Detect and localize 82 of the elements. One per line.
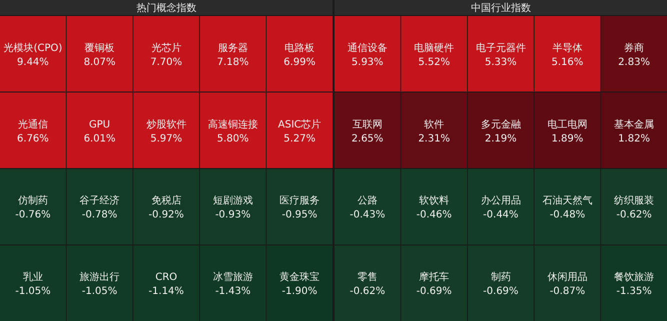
category-label: 黄金珠宝	[280, 271, 320, 284]
data-label: 5.97%	[150, 133, 182, 144]
data-label: -0.62%	[350, 286, 386, 298]
category-label: 软饮料	[419, 194, 450, 207]
category-label: 高速铜连接	[208, 118, 258, 130]
category-label: 石油天然气	[542, 194, 592, 207]
category-label: 制药	[490, 271, 511, 284]
category-label: ASIC芯片	[278, 118, 322, 130]
category-label: GPU	[89, 119, 110, 130]
category-label: 炒股软件	[146, 118, 186, 130]
data-label: 1.89%	[552, 133, 584, 144]
category-label: 互联网	[352, 118, 382, 130]
category-label: 光芯片	[151, 42, 182, 54]
data-label: 5.52%	[418, 56, 450, 68]
data-label: -0.44%	[483, 210, 518, 221]
data-label: -1.05%	[15, 286, 51, 298]
data-label: -1.90%	[282, 286, 318, 298]
data-label: -0.95%	[282, 210, 318, 221]
data-label: 8.07%	[84, 56, 116, 68]
data-label: 6.76%	[17, 133, 49, 144]
text: 中国行业指数	[470, 2, 531, 14]
data-label: 5.16%	[552, 56, 584, 68]
data-label: -0.46%	[416, 210, 452, 221]
data-label: -0.76%	[15, 210, 51, 221]
category-label: 餐饮旅游	[614, 271, 654, 284]
data-label: -0.43%	[350, 210, 386, 221]
category-label: 零售	[357, 271, 378, 284]
category-label: 多元金融	[480, 118, 521, 130]
data-label: 2.65%	[352, 133, 384, 144]
data-label: -1.35%	[616, 286, 652, 298]
data-label: 1.82%	[618, 133, 650, 144]
category-label: 摩托车	[419, 271, 450, 284]
category-label: 休闲用品	[547, 271, 588, 284]
category-label: 冰雪旅游	[212, 271, 253, 284]
data-label: 5.27%	[284, 133, 316, 144]
category-label: 短剧游戏	[212, 194, 253, 207]
category-label: 电工电网	[547, 118, 588, 130]
data-label: 5.93%	[352, 56, 384, 68]
category-label: 乳业	[22, 271, 43, 284]
category-label: 半导体	[552, 42, 582, 54]
data-label: 7.18%	[217, 56, 249, 68]
data-label: -0.69%	[416, 286, 452, 298]
category-label: 纺织服装	[614, 194, 654, 207]
data-label: 7.70%	[150, 56, 182, 68]
data-label: 2.31%	[418, 133, 450, 144]
category-label: CRO	[155, 272, 178, 284]
data-label: -0.93%	[215, 210, 251, 221]
data-label: -1.14%	[148, 286, 184, 298]
data-label: -0.62%	[616, 210, 652, 221]
data-label: 5.80%	[217, 133, 249, 144]
data-label: 5.33%	[484, 56, 517, 68]
data-label: 2.83%	[618, 56, 650, 68]
category-label: 旅游出行	[80, 271, 120, 284]
category-label: 服务器	[218, 42, 248, 54]
category-label: 券商	[624, 42, 644, 54]
data-label: -1.43%	[215, 286, 251, 298]
data-label: 6.99%	[284, 56, 316, 68]
category-label: 覆铜板	[84, 42, 115, 54]
data-label: 6.01%	[84, 133, 116, 144]
data-label: -0.69%	[483, 286, 518, 298]
category-label: 光模块(CPO)	[4, 42, 62, 54]
data-label: -0.48%	[550, 210, 586, 221]
text: 热门概念指数	[136, 2, 196, 14]
category-label: 软件	[424, 118, 444, 130]
category-label: 电路板	[284, 42, 315, 54]
category-label: 电脑硬件	[414, 42, 454, 54]
category-label: 光通信	[18, 118, 48, 130]
category-label: 医疗服务	[280, 194, 320, 207]
category-label: 基本金属	[614, 118, 654, 130]
category-label: 仿制药	[16, 194, 48, 207]
category-label: 通信设备	[347, 42, 388, 54]
data-label: -0.87%	[550, 286, 586, 298]
data-label: -0.92%	[148, 210, 184, 221]
category-label: 免税店	[151, 194, 182, 207]
category-label: 办公用品	[480, 194, 521, 207]
data-label: -0.78%	[82, 210, 118, 221]
data-label: 9.44%	[17, 56, 49, 68]
category-label: 谷子经济	[80, 194, 120, 207]
category-label: 公路	[357, 194, 378, 207]
data-label: -1.05%	[82, 286, 118, 298]
category-label: 电子元器件	[476, 42, 526, 54]
data-label: 2.19%	[484, 133, 517, 144]
